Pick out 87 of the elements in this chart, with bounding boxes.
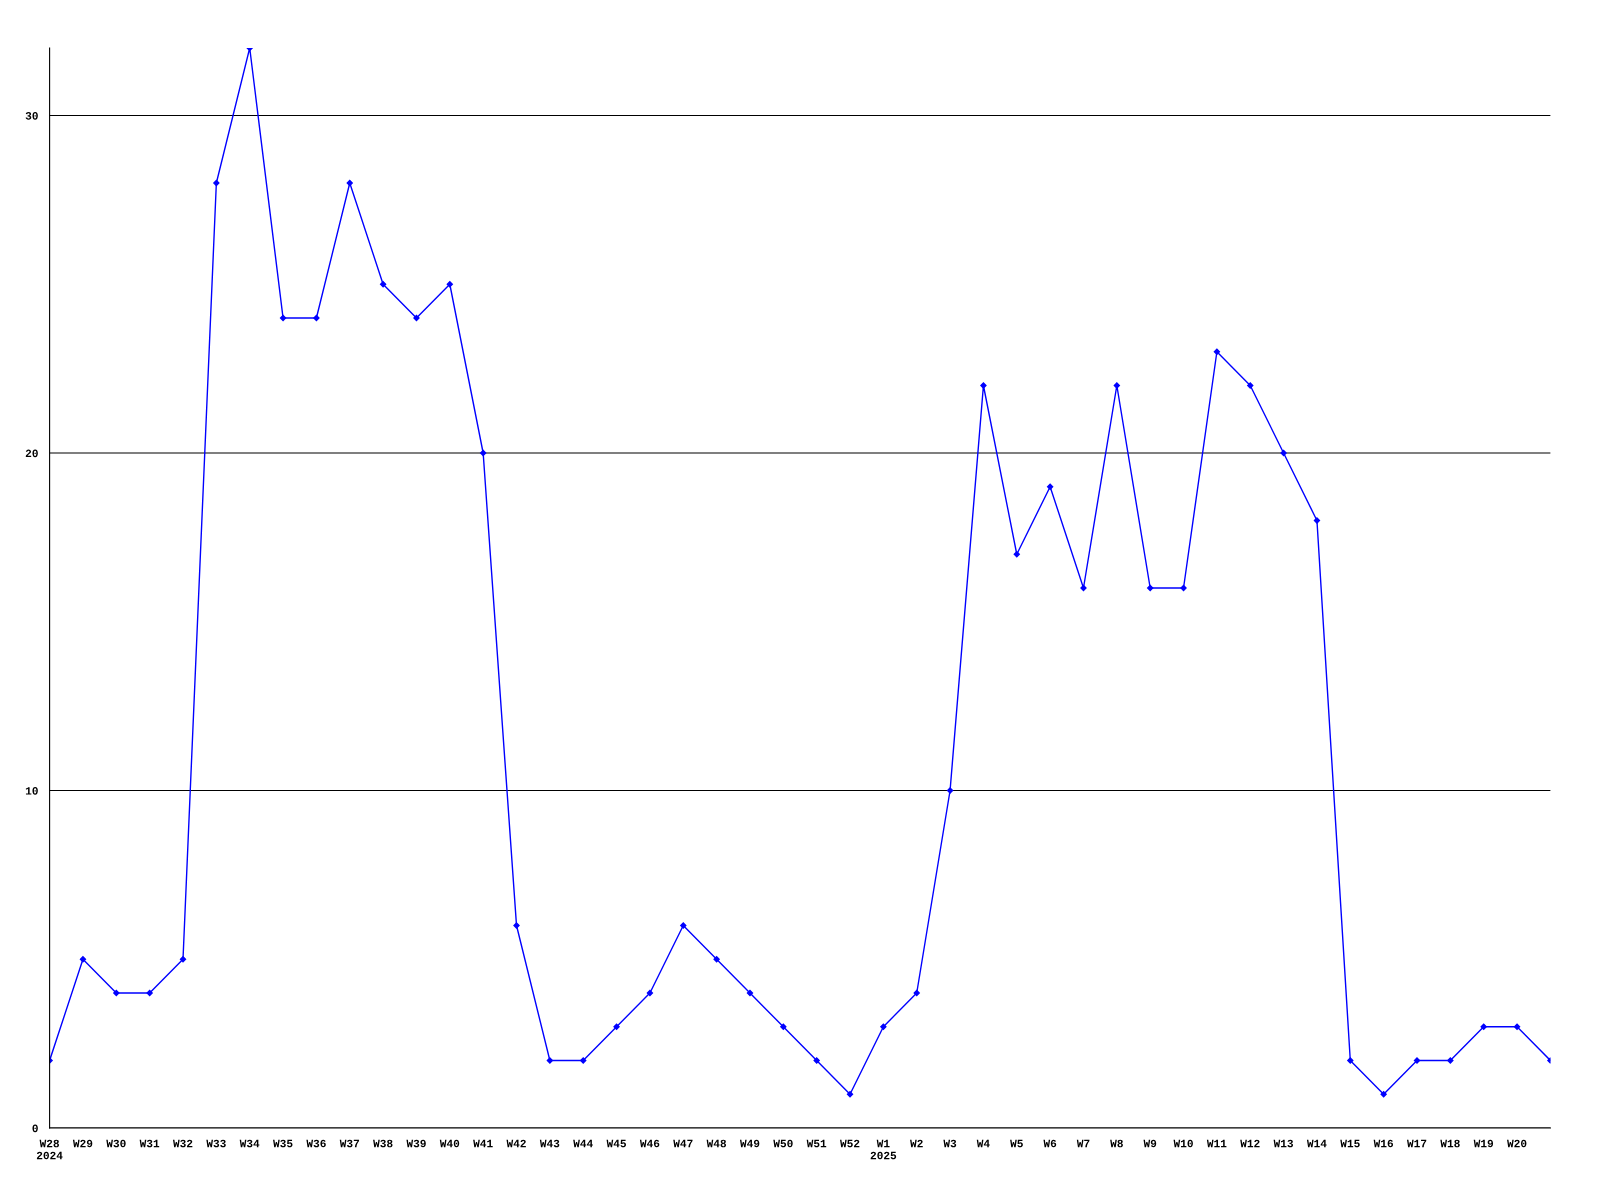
point	[279, 314, 287, 322]
point	[1113, 382, 1120, 389]
x-tick-label: W33	[206, 1139, 226, 1148]
x-tick-label: W11	[1206, 1139, 1227, 1148]
x-tick-label: W47	[673, 1139, 693, 1148]
point	[913, 989, 920, 997]
point	[446, 281, 453, 288]
x-tick-label: W31	[139, 1139, 160, 1148]
x-tick-label: W36	[306, 1139, 326, 1148]
point	[313, 314, 320, 322]
x-tick-label: W7	[1076, 1139, 1090, 1148]
x-tick-label: W19	[1473, 1139, 1494, 1148]
point	[646, 989, 654, 997]
point	[746, 989, 754, 997]
point	[1513, 1023, 1521, 1030]
point	[379, 281, 387, 288]
x-tick-label: W51	[806, 1139, 827, 1148]
x-tick-label: W16	[1373, 1139, 1394, 1148]
point	[1013, 551, 1020, 558]
x-tick-label: W49	[739, 1139, 760, 1148]
point	[1147, 584, 1154, 592]
point	[146, 989, 153, 997]
point	[813, 1057, 820, 1064]
x-tick-label: W39	[406, 1139, 426, 1148]
x-tick-label: W35	[273, 1139, 293, 1148]
x-tick-label: W28 2024	[36, 1139, 63, 1160]
x-tick-label: W41	[473, 1139, 493, 1148]
point	[1046, 483, 1054, 490]
point	[713, 956, 720, 963]
point	[946, 787, 954, 794]
x-tick-label: W52	[840, 1139, 860, 1148]
point	[780, 1023, 787, 1030]
y-tick-label: 10	[25, 787, 38, 795]
point	[846, 1091, 854, 1098]
point	[1280, 449, 1287, 457]
x-tick-label: W29	[72, 1139, 93, 1148]
x-tick-label: W32	[173, 1139, 193, 1148]
x-tick-label: W2	[910, 1139, 923, 1148]
point	[680, 922, 687, 929]
x-tick-label: W6	[1043, 1139, 1057, 1148]
point	[513, 922, 520, 929]
x-tick-label: W46	[639, 1139, 660, 1148]
point	[179, 956, 187, 963]
x-tick-label: W38	[373, 1139, 393, 1148]
x-tick-label: W4	[976, 1139, 990, 1148]
point	[1247, 382, 1254, 389]
point	[480, 449, 487, 457]
x-tick-label: W1 2025	[870, 1139, 897, 1160]
x-tick-label: W3	[943, 1139, 957, 1148]
point	[346, 179, 353, 187]
point	[580, 1057, 587, 1064]
x-tick-label: W44	[573, 1139, 593, 1148]
point	[1447, 1057, 1454, 1064]
x-tick-label: W40	[439, 1139, 460, 1148]
x-tick-label: W43	[539, 1139, 560, 1148]
x-tick-label: W50	[773, 1139, 793, 1148]
x-tick-label: W42	[506, 1139, 526, 1148]
x-tick-label: W8	[1110, 1139, 1123, 1148]
point	[546, 1057, 554, 1064]
point	[1347, 1057, 1354, 1064]
y-tick-label: 0	[32, 1124, 38, 1133]
x-tick-label: W37	[339, 1139, 360, 1148]
x-tick-label: W15	[1340, 1139, 1360, 1148]
x-tick-label: W30	[106, 1139, 126, 1148]
x-tick-label: W5	[1010, 1139, 1023, 1148]
point	[1480, 1023, 1487, 1030]
x-tick-label: W14	[1306, 1139, 1327, 1148]
point	[79, 956, 87, 963]
x-tick-label: W48	[706, 1139, 727, 1148]
x-tick-label: W10	[1173, 1139, 1193, 1148]
x-tick-label: W9	[1143, 1139, 1157, 1148]
point	[980, 382, 987, 389]
point	[1380, 1091, 1387, 1098]
x-tick-label: W18	[1440, 1139, 1460, 1148]
point	[213, 179, 220, 187]
y-tick-label: 20	[25, 449, 38, 458]
x-tick-label: W17	[1406, 1139, 1427, 1148]
point	[113, 989, 120, 997]
x-tick-label: W12	[1240, 1139, 1260, 1148]
x-tick-label: W20	[1507, 1139, 1527, 1148]
point	[1213, 348, 1221, 355]
y-tick-label: 30	[25, 112, 38, 120]
x-tick-label: W13	[1273, 1139, 1294, 1148]
x-tick-label: W45	[606, 1139, 626, 1148]
point	[613, 1023, 620, 1030]
x-tick-label: W34	[239, 1139, 260, 1148]
point	[880, 1023, 887, 1030]
